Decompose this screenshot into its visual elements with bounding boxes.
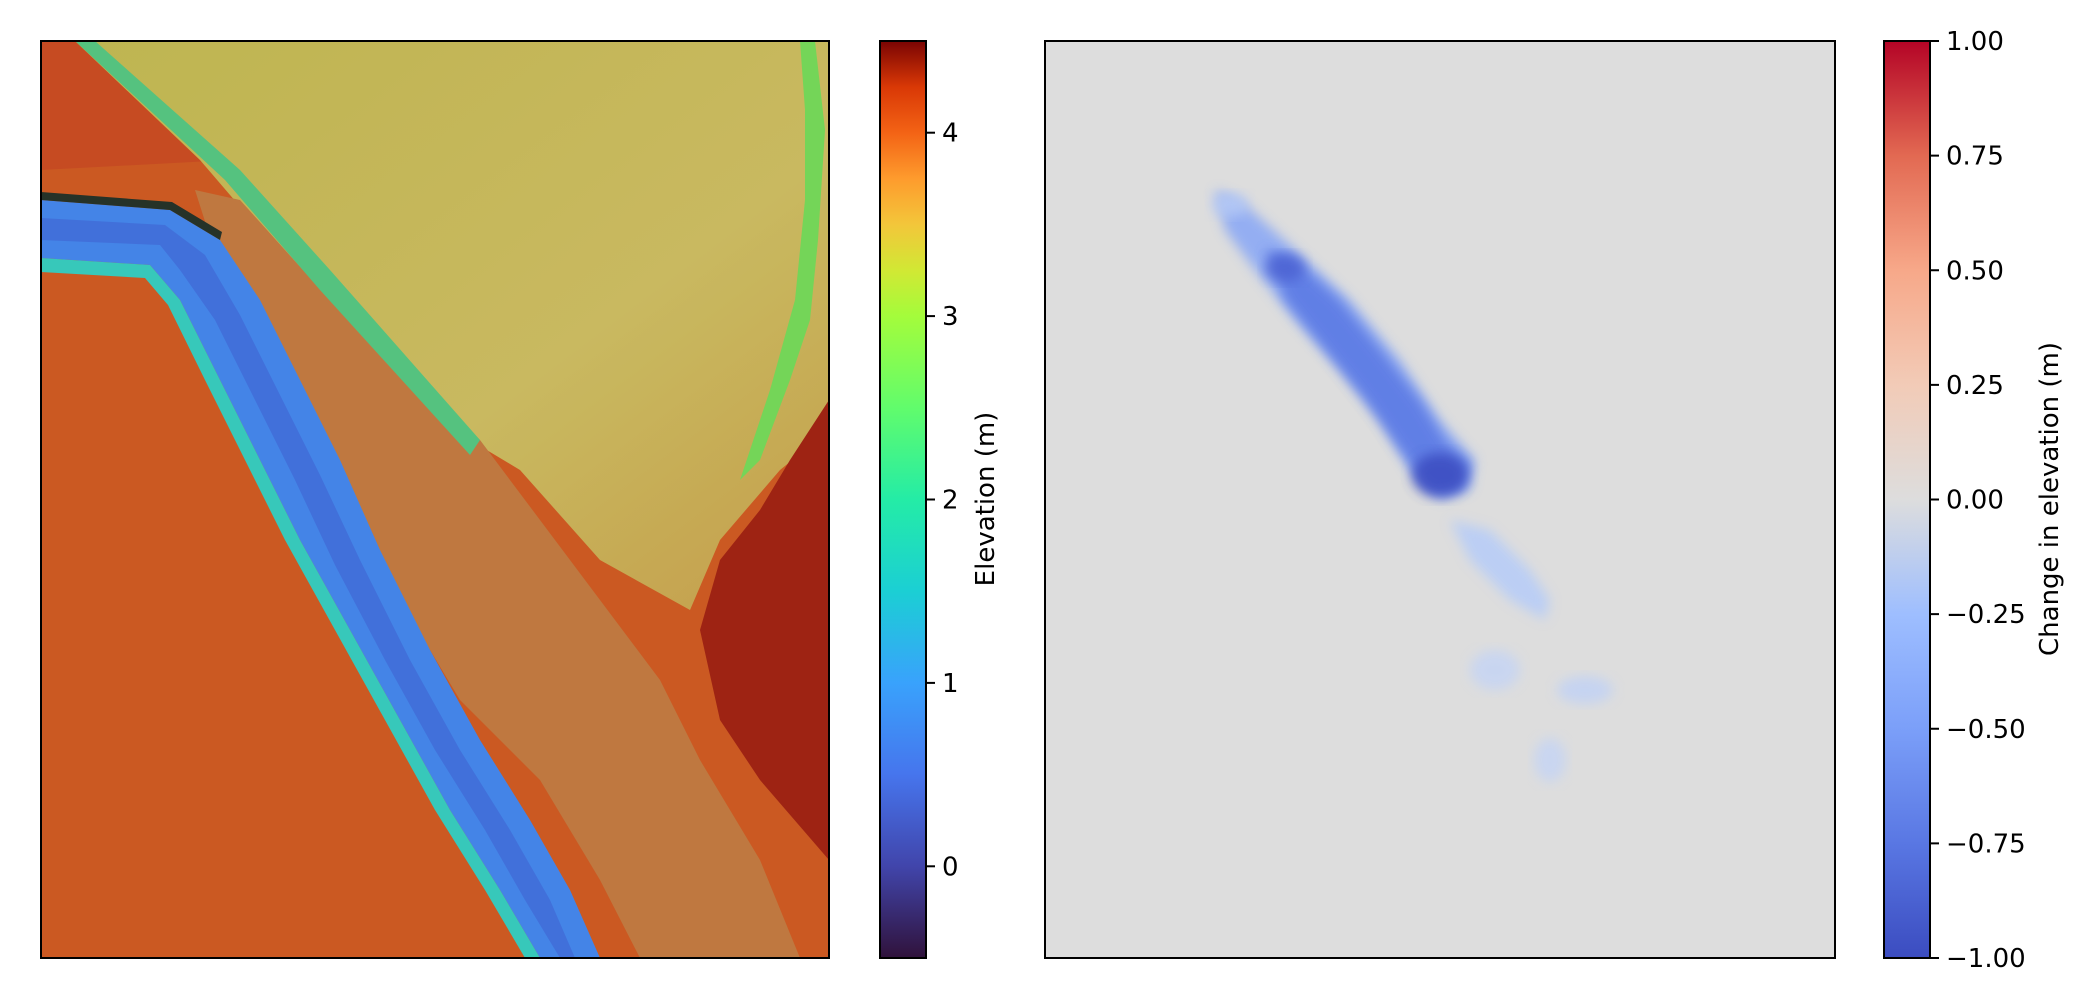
elevation-colorbar-label: Elevation (m): [971, 412, 1001, 587]
colorbar-tick-label: −0.75: [1946, 829, 2026, 859]
change-patch-core: [1265, 250, 1470, 490]
channel-bank: [75, 41, 480, 455]
terrain-right-bank: [740, 41, 825, 480]
colorbar-tick-label: 1: [942, 669, 959, 699]
channel-shadow: [41, 192, 222, 240]
change-patch-faint-5: [1212, 193, 1248, 217]
change-hotspot: [1412, 453, 1468, 497]
colorbar-tick-label: 0.25: [1946, 371, 2004, 401]
colorbar-tick-label: 2: [942, 486, 959, 516]
change-colorbar-ticks: 1.00 0.75 0.50 0.25 0.00 −0.25 −0.50 −0.75 −1.00: [1930, 27, 2026, 974]
change-colorbar-label: Change in elevation (m): [2035, 342, 2065, 656]
change-patch-faint-3: [1557, 676, 1613, 704]
colorbar-tick-label: 0.50: [1946, 256, 2004, 286]
colorbar-tick-label: 0: [942, 852, 959, 882]
elevation-colorbar-ticks: 0 1 2 3 4: [926, 119, 959, 882]
change-map: [1045, 41, 1835, 958]
change-patch-faint-2: [1470, 650, 1520, 690]
elevation-map: [41, 41, 829, 958]
colorbar-tick-label: 4: [942, 119, 959, 149]
elevation-colorbar: [879, 40, 927, 959]
change-hotspot-upper: [1265, 254, 1305, 282]
colorbar-tick-label: −0.25: [1946, 600, 2026, 630]
terrain-highland: [700, 400, 829, 860]
terrain-floodplain: [75, 41, 829, 610]
change-map-frame: [1044, 40, 1836, 959]
river-thalweg: [41, 218, 575, 958]
change-patch-faint-4: [1534, 738, 1566, 782]
colorbar-tick-label: 0.75: [1946, 142, 2004, 172]
hillshade-overlay: [41, 41, 829, 958]
change-colorbar: [1883, 40, 1931, 959]
colorbar-tick-label: −1.00: [1946, 944, 2026, 974]
change-patch-faint-1: [1450, 520, 1550, 620]
colorbar-tick-label: 1.00: [1946, 27, 2004, 57]
colorbar-tick-label: 3: [942, 302, 959, 332]
colorbar-tick-label: −0.50: [1946, 715, 2026, 745]
elevation-map-frame: [40, 40, 830, 959]
colorbar-tick-label: 0.00: [1946, 486, 2004, 516]
terrain-bar: [195, 190, 800, 958]
river-edge: [41, 258, 540, 958]
